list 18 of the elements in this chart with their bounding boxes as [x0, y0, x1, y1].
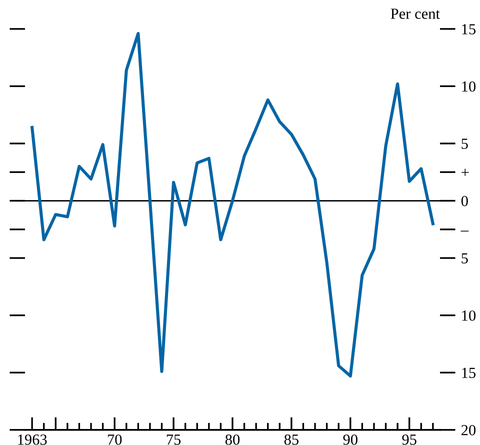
x-tick-label: 75	[166, 434, 181, 445]
y-tick-label: 10	[462, 81, 476, 92]
y-tick-label: +	[462, 168, 469, 176]
x-tick-label: 95	[402, 434, 416, 445]
y-tick-label: 15	[462, 368, 476, 378]
y-tick-label: 15	[462, 24, 476, 34]
y-tick-label: 0	[461, 196, 468, 206]
x-tick-label: 80	[225, 434, 240, 445]
x-tick-label: 1963	[18, 434, 47, 445]
y-tick-label: –	[460, 230, 469, 232]
y-tick-label: 10	[462, 310, 476, 321]
y-tick-label: 20	[462, 425, 476, 436]
x-tick-label: 85	[284, 434, 298, 445]
x-tick-label: 90	[343, 434, 358, 445]
x-tick-label: 70	[108, 434, 122, 445]
y-tick-label: 5	[462, 138, 468, 149]
y-tick-label: 5	[462, 253, 468, 264]
y-axis-title: Per cent	[390, 8, 440, 19]
